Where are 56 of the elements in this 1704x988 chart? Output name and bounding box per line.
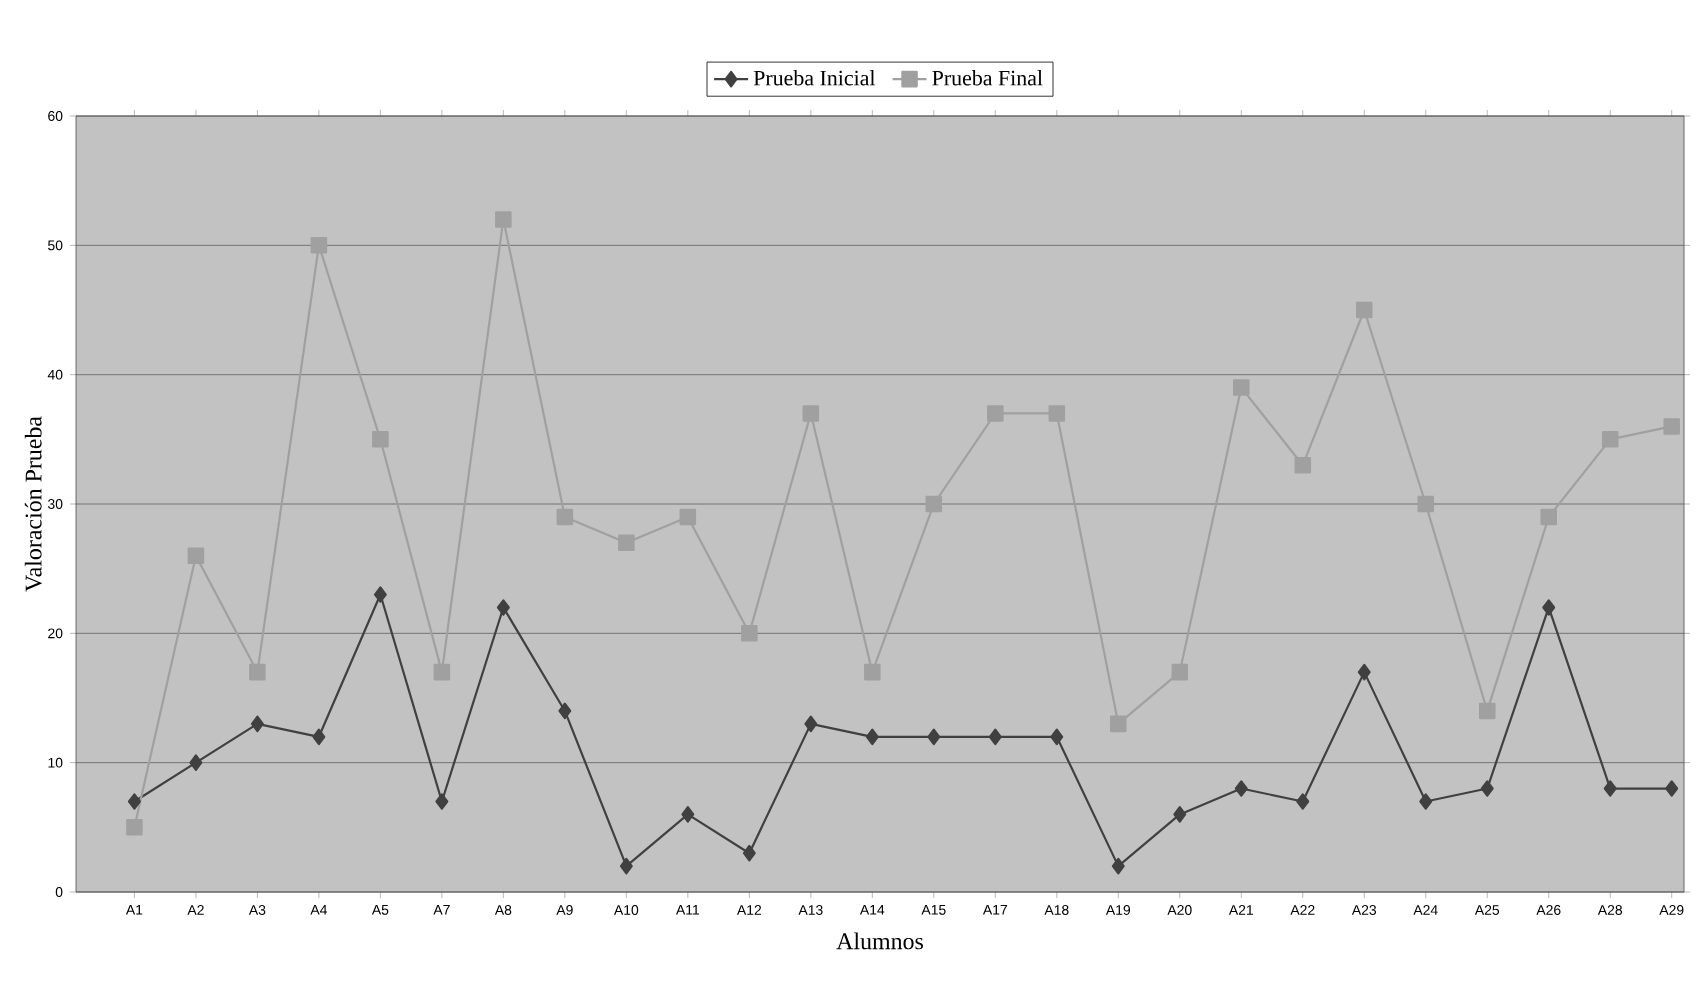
point — [189, 754, 203, 771]
point — [619, 857, 633, 875]
y-axis-title: Valoración Prueba — [24, 416, 42, 592]
point — [312, 728, 326, 746]
point — [433, 663, 451, 681]
point — [1234, 780, 1248, 797]
point — [1296, 793, 1310, 810]
point — [679, 508, 697, 526]
point — [1540, 508, 1558, 526]
point — [1050, 728, 1064, 746]
point — [1233, 379, 1250, 396]
point — [681, 806, 695, 823]
point — [988, 728, 1002, 746]
point — [1111, 857, 1125, 875]
point — [435, 793, 449, 810]
point — [1665, 780, 1679, 797]
point — [742, 844, 756, 862]
point — [1478, 702, 1496, 720]
point — [1357, 663, 1371, 681]
point — [987, 405, 1004, 422]
point — [373, 586, 387, 603]
point — [1601, 431, 1619, 448]
point — [741, 625, 758, 642]
point — [250, 715, 264, 733]
point — [927, 728, 941, 746]
point — [495, 211, 512, 228]
point — [804, 715, 818, 733]
point — [1603, 780, 1617, 797]
point — [1171, 663, 1189, 681]
point — [372, 431, 389, 448]
legend-label: Prueba Final — [932, 70, 1043, 86]
point — [1663, 418, 1680, 435]
point — [1048, 405, 1066, 422]
point — [865, 728, 879, 746]
point — [1355, 301, 1373, 319]
x-axis-title: Alumnos — [836, 932, 923, 950]
point — [310, 237, 328, 254]
point — [558, 702, 572, 720]
point — [1419, 793, 1433, 810]
point — [1417, 495, 1435, 513]
point — [249, 663, 266, 681]
point — [127, 793, 141, 810]
point — [1542, 599, 1556, 616]
point — [1173, 806, 1187, 823]
point — [126, 819, 143, 836]
point — [618, 534, 635, 552]
point — [1480, 780, 1494, 797]
point — [496, 599, 510, 616]
point — [802, 405, 820, 422]
point — [864, 663, 881, 681]
point — [1294, 456, 1312, 474]
point — [925, 495, 943, 513]
point — [187, 547, 205, 565]
legend-label: Prueba Inicial — [753, 70, 876, 86]
point — [556, 508, 574, 526]
point — [1110, 715, 1127, 733]
